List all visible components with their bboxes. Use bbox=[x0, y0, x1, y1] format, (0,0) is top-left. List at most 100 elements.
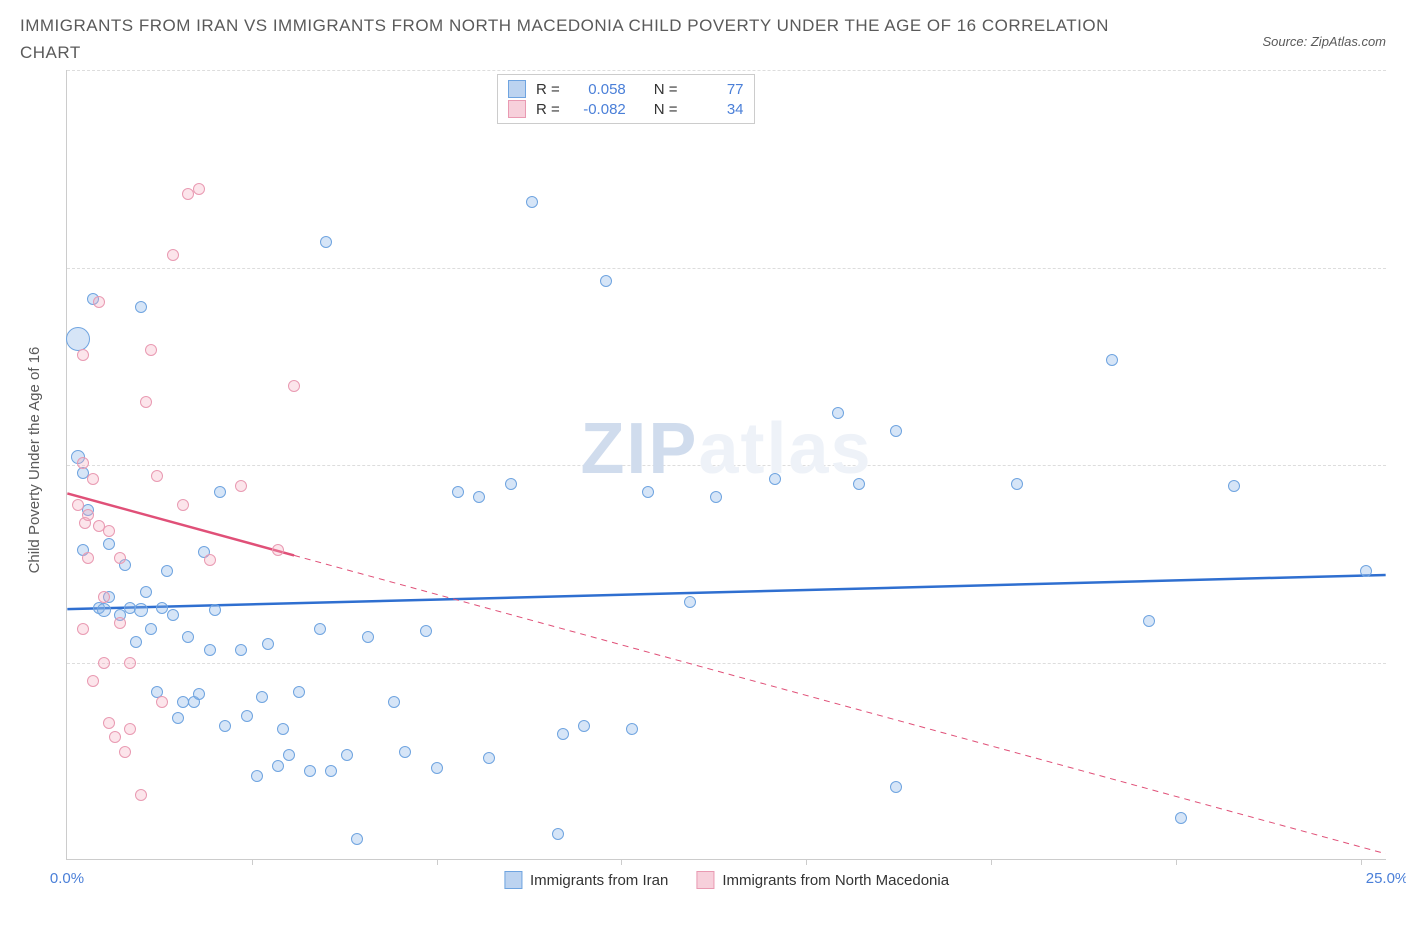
watermark: ZIPatlas bbox=[580, 408, 872, 490]
x-tick-mark bbox=[1361, 859, 1362, 865]
data-point bbox=[320, 236, 332, 248]
data-point bbox=[1228, 480, 1240, 492]
data-point bbox=[710, 491, 722, 503]
data-point bbox=[314, 623, 326, 635]
data-point bbox=[505, 478, 517, 490]
data-point bbox=[769, 473, 781, 485]
series-swatch bbox=[696, 871, 714, 889]
data-point bbox=[272, 760, 284, 772]
data-point bbox=[552, 828, 564, 840]
data-point bbox=[626, 723, 638, 735]
data-point bbox=[399, 746, 411, 758]
data-point bbox=[124, 723, 136, 735]
data-point bbox=[193, 183, 205, 195]
y-tick-label: 30.0% bbox=[1396, 62, 1406, 79]
series-swatch bbox=[504, 871, 522, 889]
data-point bbox=[156, 696, 168, 708]
data-point bbox=[473, 491, 485, 503]
data-point bbox=[304, 765, 316, 777]
data-point bbox=[167, 249, 179, 261]
data-point bbox=[388, 696, 400, 708]
data-point bbox=[130, 636, 142, 648]
data-point bbox=[214, 486, 226, 498]
legend-n-label: N = bbox=[654, 101, 678, 118]
data-point bbox=[77, 349, 89, 361]
data-point bbox=[262, 638, 274, 650]
data-point bbox=[140, 396, 152, 408]
data-point bbox=[204, 554, 216, 566]
data-point bbox=[98, 591, 110, 603]
data-point bbox=[97, 603, 111, 617]
data-point bbox=[177, 499, 189, 511]
data-point bbox=[109, 731, 121, 743]
data-point bbox=[82, 509, 94, 521]
x-tick-label: 25.0% bbox=[1366, 870, 1406, 887]
data-point bbox=[293, 686, 305, 698]
gridline-h bbox=[67, 268, 1386, 269]
x-tick-mark bbox=[437, 859, 438, 865]
data-point bbox=[1106, 354, 1118, 366]
x-tick-mark bbox=[621, 859, 622, 865]
legend-swatch bbox=[508, 100, 526, 118]
data-point bbox=[103, 525, 115, 537]
data-point bbox=[362, 631, 374, 643]
data-point bbox=[193, 688, 205, 700]
data-point bbox=[288, 380, 300, 392]
series-name: Immigrants from Iran bbox=[530, 872, 668, 889]
legend-n-value: 77 bbox=[688, 81, 744, 98]
data-point bbox=[114, 617, 126, 629]
data-point bbox=[832, 407, 844, 419]
data-point bbox=[890, 781, 902, 793]
y-tick-label: 7.5% bbox=[1396, 654, 1406, 671]
data-point bbox=[134, 603, 148, 617]
plot-area: ZIPatlas R =0.058N =77R =-0.082N =34 Imm… bbox=[66, 70, 1386, 860]
x-tick-mark bbox=[252, 859, 253, 865]
legend-r-label: R = bbox=[536, 81, 560, 98]
data-point bbox=[145, 344, 157, 356]
data-point bbox=[272, 544, 284, 556]
data-point bbox=[151, 470, 163, 482]
y-tick-label: 22.5% bbox=[1396, 259, 1406, 276]
data-point bbox=[853, 478, 865, 490]
data-point bbox=[256, 691, 268, 703]
data-point bbox=[325, 765, 337, 777]
data-point bbox=[431, 762, 443, 774]
data-point bbox=[204, 644, 216, 656]
source-label: Source: ZipAtlas.com bbox=[1262, 34, 1386, 49]
watermark-atlas: atlas bbox=[698, 409, 872, 489]
series-legend-item: Immigrants from North Macedonia bbox=[696, 871, 949, 889]
legend-n-label: N = bbox=[654, 81, 678, 98]
data-point bbox=[890, 425, 902, 437]
data-point bbox=[103, 717, 115, 729]
legend-r-value: 0.058 bbox=[570, 81, 626, 98]
gridline-h bbox=[67, 70, 1386, 71]
data-point bbox=[235, 644, 247, 656]
data-point bbox=[145, 623, 157, 635]
data-point bbox=[283, 749, 295, 761]
legend-swatch bbox=[508, 80, 526, 98]
data-point bbox=[103, 538, 115, 550]
series-legend: Immigrants from Iran Immigrants from Nort… bbox=[504, 871, 949, 889]
x-tick-mark bbox=[991, 859, 992, 865]
legend-r-value: -0.082 bbox=[570, 101, 626, 118]
correlation-legend: R =0.058N =77R =-0.082N =34 bbox=[497, 74, 755, 124]
data-point bbox=[82, 552, 94, 564]
data-point bbox=[167, 609, 179, 621]
data-point bbox=[77, 457, 89, 469]
data-point bbox=[124, 657, 136, 669]
data-point bbox=[87, 675, 99, 687]
data-point bbox=[87, 473, 99, 485]
x-tick-mark bbox=[806, 859, 807, 865]
data-point bbox=[161, 565, 173, 577]
x-tick-label: 0.0% bbox=[50, 870, 84, 887]
series-name: Immigrants from North Macedonia bbox=[722, 872, 949, 889]
data-point bbox=[135, 789, 147, 801]
data-point bbox=[684, 596, 696, 608]
data-point bbox=[156, 602, 168, 614]
data-point bbox=[93, 296, 105, 308]
data-point bbox=[140, 586, 152, 598]
legend-row: R =-0.082N =34 bbox=[508, 99, 744, 119]
data-point bbox=[135, 301, 147, 313]
data-point bbox=[1143, 615, 1155, 627]
data-point bbox=[119, 746, 131, 758]
